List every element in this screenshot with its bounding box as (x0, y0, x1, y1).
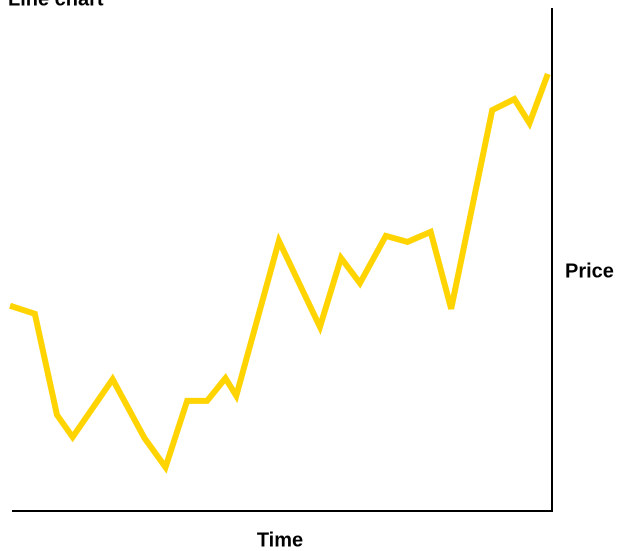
line-series (9, 72, 551, 474)
chart-title: Line chart (8, 0, 104, 10)
x-axis-label: Time (257, 529, 303, 551)
y-axis-label: Price (565, 260, 614, 282)
